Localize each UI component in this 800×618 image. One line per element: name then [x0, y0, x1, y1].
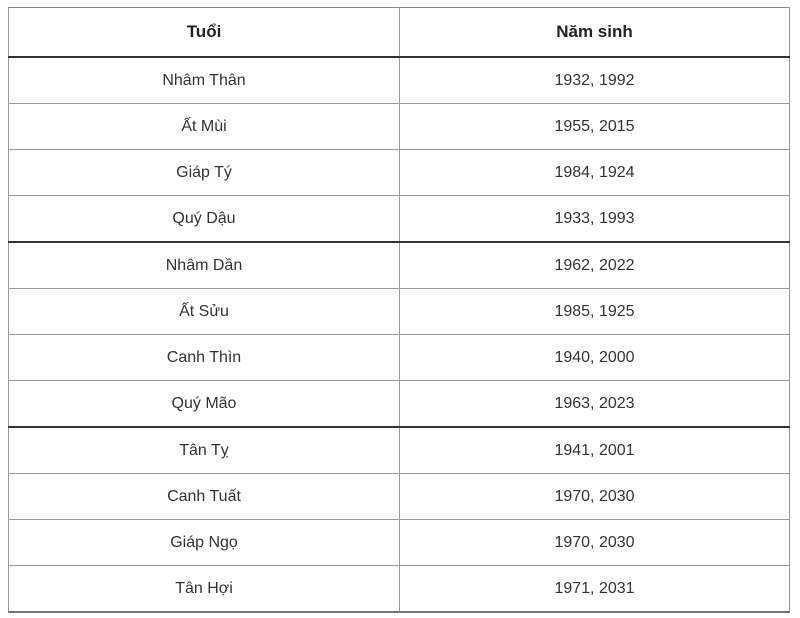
cell-tuoi: Nhâm Thân [8, 56, 400, 104]
cell-nam-sinh: 1940, 2000 [399, 334, 790, 381]
age-birthyear-table: Tuổi Năm sinh Nhâm Thân 1932, 1992 Ất Mùi 1… [8, 7, 790, 613]
table-row: Quý Dậu 1933, 1993 [8, 195, 790, 243]
cell-nam-sinh: 1971, 2031 [399, 565, 790, 613]
table-row: Giáp Ngọ 1970, 2030 [8, 519, 790, 566]
cell-tuoi: Giáp Ngọ [8, 519, 400, 566]
table-row: Quý Mão 1963, 2023 [8, 380, 790, 428]
header-row: Tuổi Năm sinh [8, 7, 790, 58]
table-row: Giáp Tý 1984, 1924 [8, 149, 790, 196]
cell-nam-sinh: 1963, 2023 [399, 380, 790, 428]
table-row: Canh Tuất 1970, 2030 [8, 473, 790, 520]
header-nam-sinh: Năm sinh [399, 7, 790, 58]
cell-tuoi: Quý Mão [8, 380, 400, 428]
table-row: Tân Tỵ 1941, 2001 [8, 426, 790, 474]
cell-nam-sinh: 1984, 1924 [399, 149, 790, 196]
cell-tuoi: Tân Hợi [8, 565, 400, 613]
cell-nam-sinh: 1933, 1993 [399, 195, 790, 243]
table-row: Nhâm Dần 1962, 2022 [8, 241, 790, 289]
table-row: Nhâm Thân 1932, 1992 [8, 56, 790, 104]
cell-nam-sinh: 1932, 1992 [399, 56, 790, 104]
cell-tuoi: Ất Sửu [8, 288, 400, 335]
cell-nam-sinh: 1985, 1925 [399, 288, 790, 335]
cell-nam-sinh: 1970, 2030 [399, 473, 790, 520]
cell-nam-sinh: 1970, 2030 [399, 519, 790, 566]
cell-tuoi: Giáp Tý [8, 149, 400, 196]
table-row: Tân Hợi 1971, 2031 [8, 565, 790, 613]
header-tuoi: Tuổi [8, 7, 400, 58]
cell-tuoi: Ất Mùi [8, 103, 400, 150]
cell-nam-sinh: 1955, 2015 [399, 103, 790, 150]
cell-tuoi: Nhâm Dần [8, 241, 400, 289]
table-row: Ất Sửu 1985, 1925 [8, 288, 790, 335]
table-row: Canh Thìn 1940, 2000 [8, 334, 790, 381]
table-row: Ất Mùi 1955, 2015 [8, 103, 790, 150]
cell-tuoi: Canh Tuất [8, 473, 400, 520]
cell-nam-sinh: 1962, 2022 [399, 241, 790, 289]
cell-nam-sinh: 1941, 2001 [399, 426, 790, 474]
cell-tuoi: Quý Dậu [8, 195, 400, 243]
cell-tuoi: Tân Tỵ [8, 426, 400, 474]
cell-tuoi: Canh Thìn [8, 334, 400, 381]
